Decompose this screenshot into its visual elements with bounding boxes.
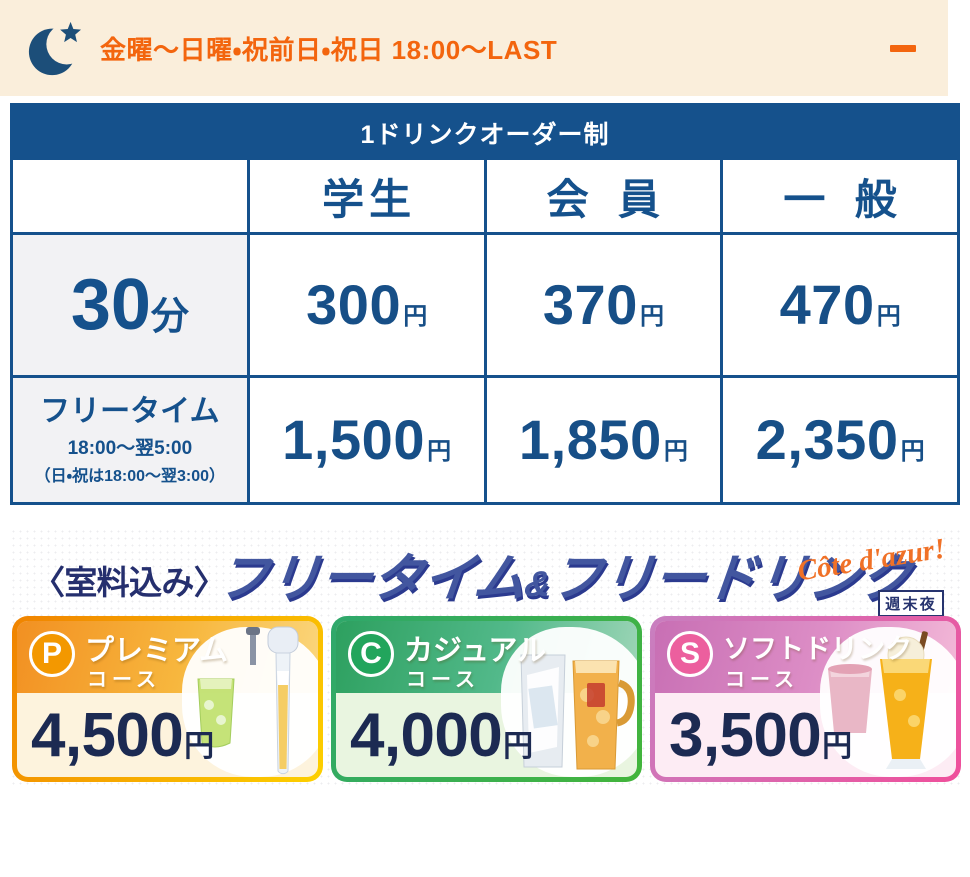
- freetime-note: （日・祝は18:00〜翌3:00）: [34, 468, 226, 485]
- premium-card-inner: P プレミアム コース 4,500円: [17, 621, 318, 777]
- yen-unit: 円: [503, 730, 534, 763]
- casual-course-suffix: コース: [406, 669, 480, 691]
- duration-value: 30: [70, 265, 151, 345]
- column-header-label: 学生: [322, 175, 417, 223]
- casual-badge-icon: C: [348, 631, 394, 677]
- price-value: 1,850: [518, 408, 662, 471]
- column-header-label: 一般: [783, 175, 927, 223]
- price-value: 2,350: [755, 408, 899, 471]
- room-fee-included-label: 〈室料込み〉: [32, 564, 227, 601]
- premium-course-card[interactable]: P プレミアム コース 4,500円: [12, 616, 323, 782]
- yen-unit: 円: [822, 730, 853, 763]
- corner-cell: [13, 160, 247, 232]
- price-cell-freetime-member: 1,850円: [486, 378, 721, 502]
- price-value: 1,500: [282, 408, 426, 471]
- premium-price: 4,500円: [31, 705, 214, 767]
- premium-course-name: プレミアム: [85, 635, 228, 667]
- premium-letter: P: [41, 637, 62, 670]
- drink-order-caption: 1ドリンクオーダー制: [13, 106, 957, 160]
- premium-course-suffix: コース: [87, 669, 161, 691]
- column-header-general: 一般: [723, 160, 957, 232]
- column-header-member: 会員: [486, 160, 721, 232]
- freetime-freedrink-banner: 〈室料込み〉 フリータイム&フリードリンク Côte d'azur! 週末夜: [10, 528, 961, 785]
- softdrink-course-suffix: コース: [725, 669, 799, 691]
- price-cell-30min-member: 370円: [486, 235, 721, 375]
- softdrink-price: 3,500円: [669, 705, 852, 767]
- row-freetime-label: フリータイム 18:00〜翌5:00 （日・祝は18:00〜翌3:00）: [13, 378, 247, 502]
- yen-unit: 円: [876, 303, 901, 330]
- yen-unit: 円: [427, 438, 452, 465]
- yen-unit: 円: [663, 438, 688, 465]
- price-value: 4,000: [350, 701, 503, 770]
- casual-course-name: カジュアル: [404, 635, 547, 667]
- price-value: 300: [306, 273, 402, 336]
- casual-letter: C: [360, 637, 382, 670]
- course-cards: P プレミアム コース 4,500円: [12, 616, 961, 782]
- price-cell-30min-general: 470円: [723, 235, 957, 375]
- weekend-night-badge: 週末夜: [878, 590, 944, 617]
- softdrink-course-card[interactable]: S ソフトドリンク コース 3,500円: [650, 616, 961, 782]
- price-cell-freetime-general: 2,350円: [723, 378, 957, 502]
- yen-unit: 円: [639, 303, 664, 330]
- night-plan-accordion-header[interactable]: 金曜〜日曜・祝前日・祝日 18:00〜LAST: [0, 0, 948, 96]
- night-plan-label: 金曜〜日曜・祝前日・祝日 18:00〜LAST: [100, 34, 558, 65]
- column-header-student: 学生: [249, 160, 484, 232]
- price-value: 370: [542, 273, 638, 336]
- night-price-table: 1ドリンクオーダー制 学生 会員 一般 30分 300円 370円 470円: [10, 103, 960, 505]
- promo-titlebar: 〈室料込み〉 フリータイム&フリードリンク Côte d'azur! 週末夜: [10, 528, 960, 617]
- price-cell-freetime-student: 1,500円: [249, 378, 484, 502]
- duration-unit: 分: [150, 296, 189, 338]
- softdrink-badge-icon: S: [667, 631, 713, 677]
- price-value: 4,500: [31, 701, 184, 770]
- minus-icon[interactable]: [890, 45, 916, 52]
- price-grid: 学生 会員 一般 30分 300円 370円 470円 フリータイム 18:00…: [13, 160, 957, 502]
- price-cell-30min-student: 300円: [249, 235, 484, 375]
- softdrink-letter: S: [679, 637, 700, 670]
- softdrink-card-inner: S ソフトドリンク コース 3,500円: [655, 621, 956, 777]
- row-30min-label: 30分: [13, 235, 247, 375]
- promo-title-main: フリータイム: [214, 550, 529, 608]
- softdrink-course-name: ソフトドリンク: [723, 634, 912, 664]
- casual-price: 4,000円: [350, 705, 533, 767]
- premium-badge-icon: P: [29, 631, 75, 677]
- casual-drinks-image: [495, 625, 635, 777]
- yen-unit: 円: [900, 438, 925, 465]
- casual-card-inner: C カジュアル コース 4,000円: [336, 621, 637, 777]
- price-value: 470: [779, 273, 875, 336]
- yen-unit: 円: [403, 303, 428, 330]
- casual-course-card[interactable]: C カジュアル コース 4,000円: [331, 616, 642, 782]
- softdrink-drinks-image: [814, 625, 954, 777]
- freetime-title: フリータイム: [40, 395, 220, 428]
- price-value: 3,500: [669, 701, 822, 770]
- moon-star-icon: [26, 17, 88, 79]
- column-header-label: 会員: [546, 175, 690, 223]
- yen-unit: 円: [184, 730, 215, 763]
- premium-drinks-image: [176, 625, 316, 777]
- freetime-hours: 18:00〜翌5:00: [67, 438, 193, 459]
